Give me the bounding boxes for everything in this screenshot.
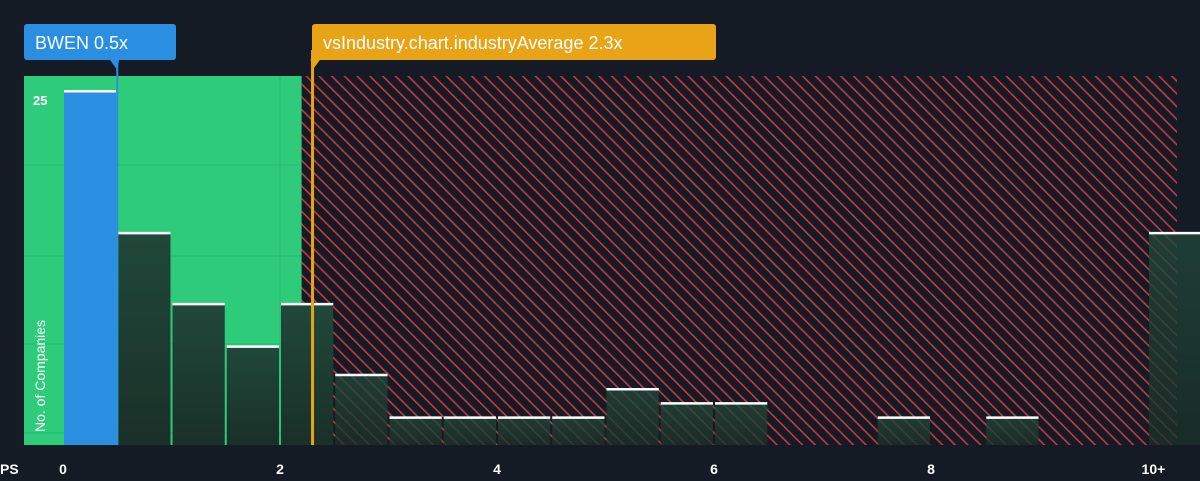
histogram-bar [335, 374, 388, 445]
histogram-bar [606, 388, 659, 445]
histogram-bar [986, 416, 1039, 445]
histogram-bar [118, 232, 171, 445]
company-label-pointer [109, 59, 120, 70]
x-tick-label: 8 [927, 461, 935, 476]
histogram-bar [1149, 232, 1200, 445]
industry-label-box [312, 24, 716, 60]
x-tick-label: 2 [276, 461, 284, 476]
histogram-bar [226, 345, 279, 445]
x-tick-label: 0 [59, 461, 67, 476]
histogram-bar [715, 402, 768, 445]
histogram-bar [660, 402, 713, 445]
histogram-bar [389, 416, 442, 445]
y-axis-label: No. of Companies [32, 320, 48, 432]
company-label-text: BWEN 0.5x [35, 33, 128, 53]
histogram-bar [281, 303, 334, 445]
overvalued-zone [301, 76, 1177, 445]
x-tick-label: 6 [710, 461, 718, 476]
histogram-bar [498, 416, 551, 445]
company-bar [64, 90, 117, 445]
histogram-bar [552, 416, 605, 445]
x-tick-label: 4 [493, 461, 501, 476]
company-label-box [24, 24, 176, 60]
industry-label-text: vsIndustry.chart.industryAverage 2.3x [323, 33, 622, 53]
x-tick-label: 10+ [1142, 461, 1166, 476]
histogram-bar [172, 303, 225, 445]
histogram-bar [877, 416, 930, 445]
y-tick-label: 25 [33, 93, 47, 108]
x-axis-label: PS [0, 461, 19, 476]
industry-label-pointer [310, 59, 321, 70]
histogram-bar [443, 416, 496, 445]
